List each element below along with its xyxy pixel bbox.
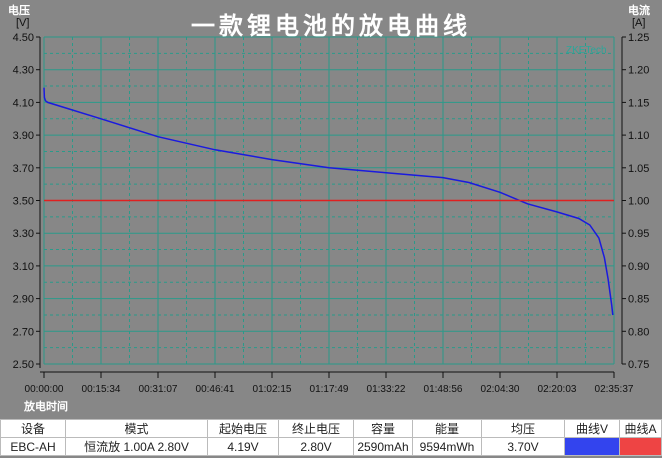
x-tick-label: 01:48:56 (424, 384, 463, 395)
summary-table: 设备 模式 起始电压 终止电压 容量 能量 均压 曲线V 曲线A EBC-AH … (0, 419, 662, 456)
x-tick-label: 01:33:22 (367, 384, 406, 395)
brand-watermark: ZKETech (566, 45, 607, 56)
y-tick-label: 3.10 (13, 261, 34, 273)
x-tick-label: 00:46:41 (196, 384, 235, 395)
header-start-voltage: 起始电压 (207, 419, 279, 438)
y2-tick-label: 1.25 (628, 32, 649, 44)
y-tick-label: 2.50 (13, 359, 34, 371)
y2-tick-label: 1.00 (628, 196, 649, 208)
y2-tick-label: 0.80 (628, 326, 649, 338)
y2-tick-label: 1.10 (628, 130, 649, 142)
header-curve-a: 曲线A (619, 419, 662, 438)
y-tick-label: 3.50 (13, 196, 34, 208)
x-tick-label: 00:31:07 (139, 384, 178, 395)
y2-tick-label: 1.20 (628, 65, 649, 77)
y-tick-label: 3.70 (13, 163, 34, 175)
y-axis-unit: [V] (16, 17, 30, 29)
y-tick-label: 4.50 (13, 32, 34, 44)
y2-tick-label: 0.85 (628, 294, 649, 306)
cell-mode: 恒流放 1.00A 2.80V (65, 437, 208, 456)
y-tick-label: 2.90 (13, 294, 34, 306)
x-tick-label: 02:20:03 (538, 384, 577, 395)
y2-axis-unit: [A] (632, 17, 646, 29)
cell-start-voltage: 4.19V (207, 437, 279, 456)
header-mode: 模式 (65, 419, 208, 438)
y2-axis-label: 电流 (628, 4, 650, 17)
table-row: EBC-AH 恒流放 1.00A 2.80V 4.19V 2.80V 2590m… (0, 437, 662, 456)
curve-v-swatch (564, 437, 620, 456)
discharge-chart: 4.50 4.30 4.10 3.90 3.70 3.50 3.30 3.10 2.90 2.70… (13, 32, 650, 395)
header-energy: 能量 (412, 419, 482, 438)
cell-device: EBC-AH (0, 437, 66, 456)
chart-title: 一款锂电池的放电曲线 (191, 11, 471, 40)
x-tick-label: 02:35:37 (595, 384, 634, 395)
x-tick-label: 01:02:15 (253, 384, 292, 395)
y2-tick-label: 1.05 (628, 163, 649, 175)
table-header-row: 设备 模式 起始电压 终止电压 容量 能量 均压 曲线V 曲线A (0, 419, 662, 438)
voltage-series-line (43, 87, 614, 316)
y2-tick-label: 0.75 (628, 359, 649, 371)
x-axis-label: 放电时间 (24, 400, 68, 413)
y-axis-label: 电压 (8, 4, 30, 17)
y-tick-label: 2.70 (13, 326, 34, 338)
x-tick-label: 02:04:30 (481, 384, 520, 395)
y2-tick-label: 0.90 (628, 261, 649, 273)
cell-end-voltage: 2.80V (278, 437, 354, 456)
y-tick-label: 4.10 (13, 97, 34, 109)
cell-capacity: 2590mAh (353, 437, 413, 456)
cell-energy: 9594mWh (412, 437, 482, 456)
x-tick-label: 00:00:00 (25, 384, 64, 395)
curve-a-swatch (619, 437, 662, 456)
header-avg-voltage: 均压 (481, 419, 565, 438)
y-tick-label: 3.30 (13, 228, 34, 240)
y-tick-label: 4.30 (13, 65, 34, 77)
header-capacity: 容量 (353, 419, 413, 438)
x-tick-label: 01:17:49 (310, 384, 349, 395)
y-tick-label: 3.90 (13, 130, 34, 142)
cell-avg-voltage: 3.70V (481, 437, 565, 456)
header-curve-v: 曲线V (564, 419, 620, 438)
x-tick-label: 00:15:34 (82, 384, 121, 395)
y2-tick-label: 0.95 (628, 228, 649, 240)
header-end-voltage: 终止电压 (278, 419, 354, 438)
y2-tick-label: 1.15 (628, 97, 649, 109)
header-device: 设备 (0, 419, 66, 438)
